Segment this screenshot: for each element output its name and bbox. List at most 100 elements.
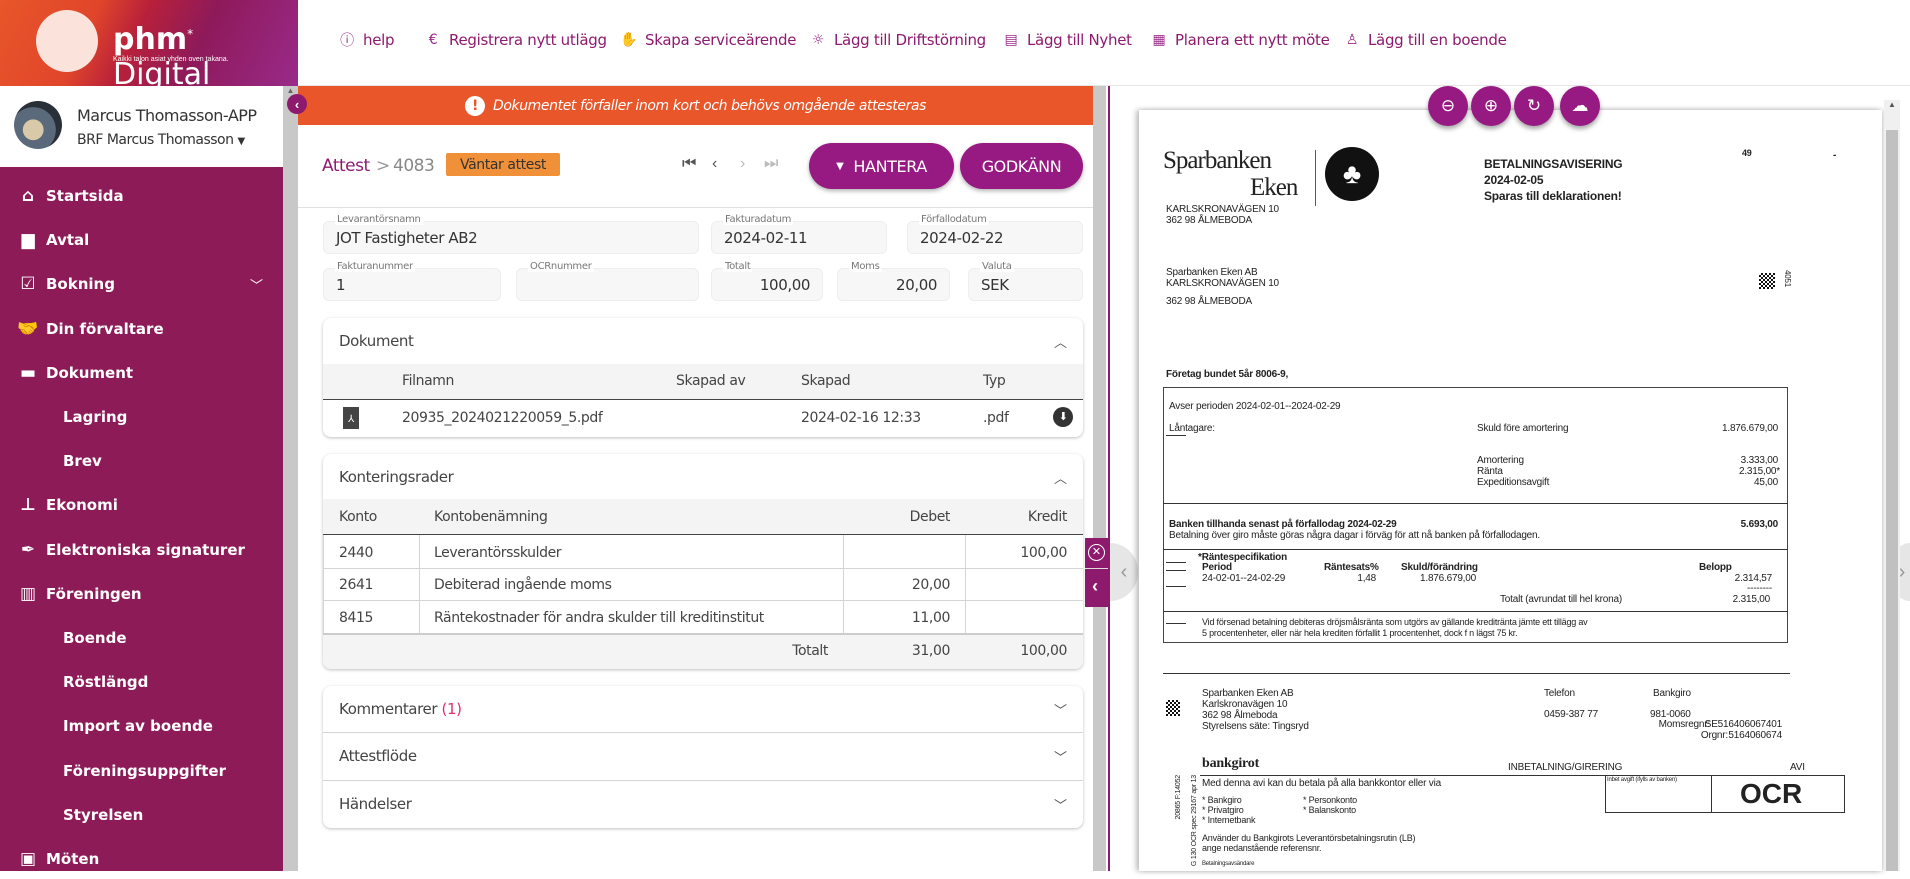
sidebar-item-elektroniska-signaturer[interactable]: ✒ Elektroniska signaturer (0, 530, 283, 570)
sidebar-item-startsida[interactable]: ⌂ Startsida (0, 176, 283, 216)
vat-field[interactable]: 20,00 (837, 268, 950, 301)
collapse-sidebar-button[interactable]: ‹ (287, 94, 307, 114)
pdf-file-icon: ⅄ (343, 407, 359, 429)
doc-text: 24-02-01--24-02-29 (1202, 573, 1286, 584)
exclamation-icon: ! (464, 95, 485, 116)
sidebar-item-import-av-boende[interactable]: Import av boende (0, 706, 283, 746)
invoice-date-field[interactable]: 2024-02-11 (711, 221, 887, 254)
doc-text: Räntesats% (1324, 562, 1379, 573)
pdf-page (1139, 110, 1882, 871)
sidebar-item-dokument[interactable]: ▬ Dokument (0, 353, 283, 393)
created-date: 2024-02-16 12:33 (801, 410, 921, 426)
chevron-up-icon[interactable]: ︿ (1053, 335, 1067, 350)
chevron-down-icon[interactable]: ﹀ (1053, 798, 1067, 813)
sidebar-item-styrelsen[interactable]: Styrelsen (0, 795, 283, 835)
chevron-left-icon[interactable]: ‹ (1092, 576, 1098, 596)
zoom-in-button[interactable]: ⊕ (1471, 86, 1511, 126)
last-page-icon[interactable]: ⏭ (764, 155, 779, 172)
org-selector[interactable]: BRF Marcus Thomasson ▼ (77, 132, 245, 148)
total-label: Totalt (792, 643, 828, 659)
next-icon[interactable]: › (740, 155, 746, 172)
field-label: Fakturanummer (335, 261, 415, 272)
caret-down-icon: ▼ (237, 136, 245, 147)
debit: 20,00 (911, 577, 950, 593)
chevron-down-icon[interactable]: ﹀ (250, 278, 264, 294)
doc-text: 2.314,57 (1734, 573, 1773, 584)
nav-add-outage[interactable]: ☼ Lägg till Driftstörning (808, 30, 986, 50)
calendar-icon: ▣ (19, 849, 37, 869)
nav-help[interactable]: ⓘ help (337, 30, 394, 50)
feather-icon: ✒ (20, 539, 36, 560)
stamp-icon: ⊥ (20, 495, 36, 516)
brand-logo[interactable]: phm* Digital Kaikki talon asiat yhden ov… (0, 0, 298, 86)
nav-register-expense[interactable]: € Registrera nytt utlägg (423, 30, 607, 50)
sidebar-item-bokning[interactable]: ☑ Bokning ﹀ (0, 264, 283, 304)
sidebar-item-föreningsuppgifter[interactable]: Föreningsuppgifter (0, 751, 283, 791)
nav-add-news[interactable]: ▤ Lägg till Nyhet (1001, 30, 1133, 50)
invoice-number-field[interactable]: 1 (323, 268, 501, 301)
comments-label: Kommentarer (339, 700, 438, 718)
sidebar-item-lagring[interactable]: Lagring (0, 397, 283, 437)
sidebar-item-avtal[interactable]: ▆ Avtal (0, 220, 283, 260)
manage-button[interactable]: ▼ HANTERA (809, 143, 954, 189)
currency-field[interactable]: SEK (968, 268, 1083, 301)
cloud-download-icon[interactable]: ⬇ (1053, 407, 1073, 427)
due-date-field[interactable]: 2024-02-22 (907, 221, 1083, 254)
download-button[interactable]: ☁ (1560, 86, 1600, 126)
rotate-button[interactable]: ↻ (1514, 86, 1554, 126)
doc-text: Inbet avgift (ifylls av banken) (1607, 777, 1677, 783)
nav-plan-meeting[interactable]: ▦ Planera ett nytt möte (1149, 30, 1330, 50)
doc-text: 20865 F:14052 (1175, 775, 1182, 820)
documents-header[interactable]: Dokument (339, 332, 414, 350)
chevron-down-icon[interactable]: ﹀ (1053, 703, 1067, 718)
column-header: Debet (909, 509, 951, 525)
panel-scrollbar[interactable] (1093, 86, 1106, 871)
total-field[interactable]: 100,00 (711, 268, 823, 301)
sidebar-item-label: Import av boende (63, 717, 213, 736)
chevron-down-icon[interactable]: ﹀ (1053, 750, 1067, 765)
column-header: Konto (339, 509, 377, 525)
scroll-up-icon[interactable]: ▲ (286, 86, 295, 95)
viewer-scrollbar[interactable]: ▲ (1884, 100, 1900, 871)
sidebar-item-label: Föreningsuppgifter (63, 761, 226, 780)
breadcrumb-attest[interactable]: Attest (322, 156, 370, 176)
sidebar-scrollbar[interactable]: ▲ (283, 86, 298, 871)
sidebar-item-boende[interactable]: Boende (0, 618, 283, 658)
prev-icon[interactable]: ‹ (712, 155, 718, 172)
qr-code-icon (1166, 700, 1180, 716)
nav-service-request[interactable]: ✋ Skapa serviceärende (619, 30, 796, 50)
ocr-field[interactable] (516, 268, 699, 301)
avatar[interactable] (14, 101, 62, 149)
panel-divider[interactable] (1108, 86, 1110, 871)
doc-text: Belopp (1699, 562, 1732, 573)
total-debit: 31,00 (911, 643, 950, 659)
doc-text: Expeditionsavgift (1477, 477, 1550, 488)
scroll-up-icon[interactable]: ▲ (1888, 100, 1896, 109)
sidebar-item-din-förvaltare[interactable]: 🤝 Din förvaltare (0, 309, 283, 349)
status-badge: Väntar attest (446, 153, 560, 176)
nav-add-resident[interactable]: ♙ Lägg till en boende (1342, 30, 1507, 50)
sidebar-item-ekonomi[interactable]: ⊥ Ekonomi (0, 485, 283, 525)
sidebar-item-label: Startsida (46, 187, 124, 205)
column-header: Kredit (1027, 509, 1068, 525)
approve-button[interactable]: GODKÄNN (960, 143, 1083, 189)
doc-text: 1.876.679,00 (1722, 423, 1778, 434)
total-credit: 100,00 (1020, 643, 1067, 659)
panel-toggle-tab[interactable]: ✕ ‹ (1085, 538, 1108, 607)
sidebar-item-möten[interactable]: ▣ Möten (0, 839, 283, 879)
zoom-out-button[interactable]: ⊖ (1428, 86, 1468, 126)
supplier-field[interactable]: JOT Fastigheter AB2 (323, 221, 699, 254)
file-name[interactable]: 20935_2024021220059_5.pdf (402, 410, 603, 426)
doc-text: ange nedanstående referensnr. (1202, 843, 1322, 853)
close-icon[interactable]: ✕ (1088, 544, 1105, 561)
field-label: Fakturadatum (723, 214, 794, 225)
approval-flow-label: Attestflöde (339, 747, 417, 765)
doc-text: *Räntespecifikation (1198, 552, 1288, 563)
sidebar-item-röstlängd[interactable]: Röstlängd (0, 662, 283, 702)
chevron-up-icon[interactable]: ︿ (1053, 471, 1067, 486)
doc-text: Karlskronavägen 10 (1202, 699, 1288, 710)
accounting-header[interactable]: Konteringsrader (339, 468, 454, 486)
sidebar-item-brev[interactable]: Brev (0, 441, 283, 481)
first-page-icon[interactable]: ⏮ (682, 155, 697, 172)
sidebar-item-föreningen[interactable]: ▥ Föreningen (0, 574, 283, 614)
